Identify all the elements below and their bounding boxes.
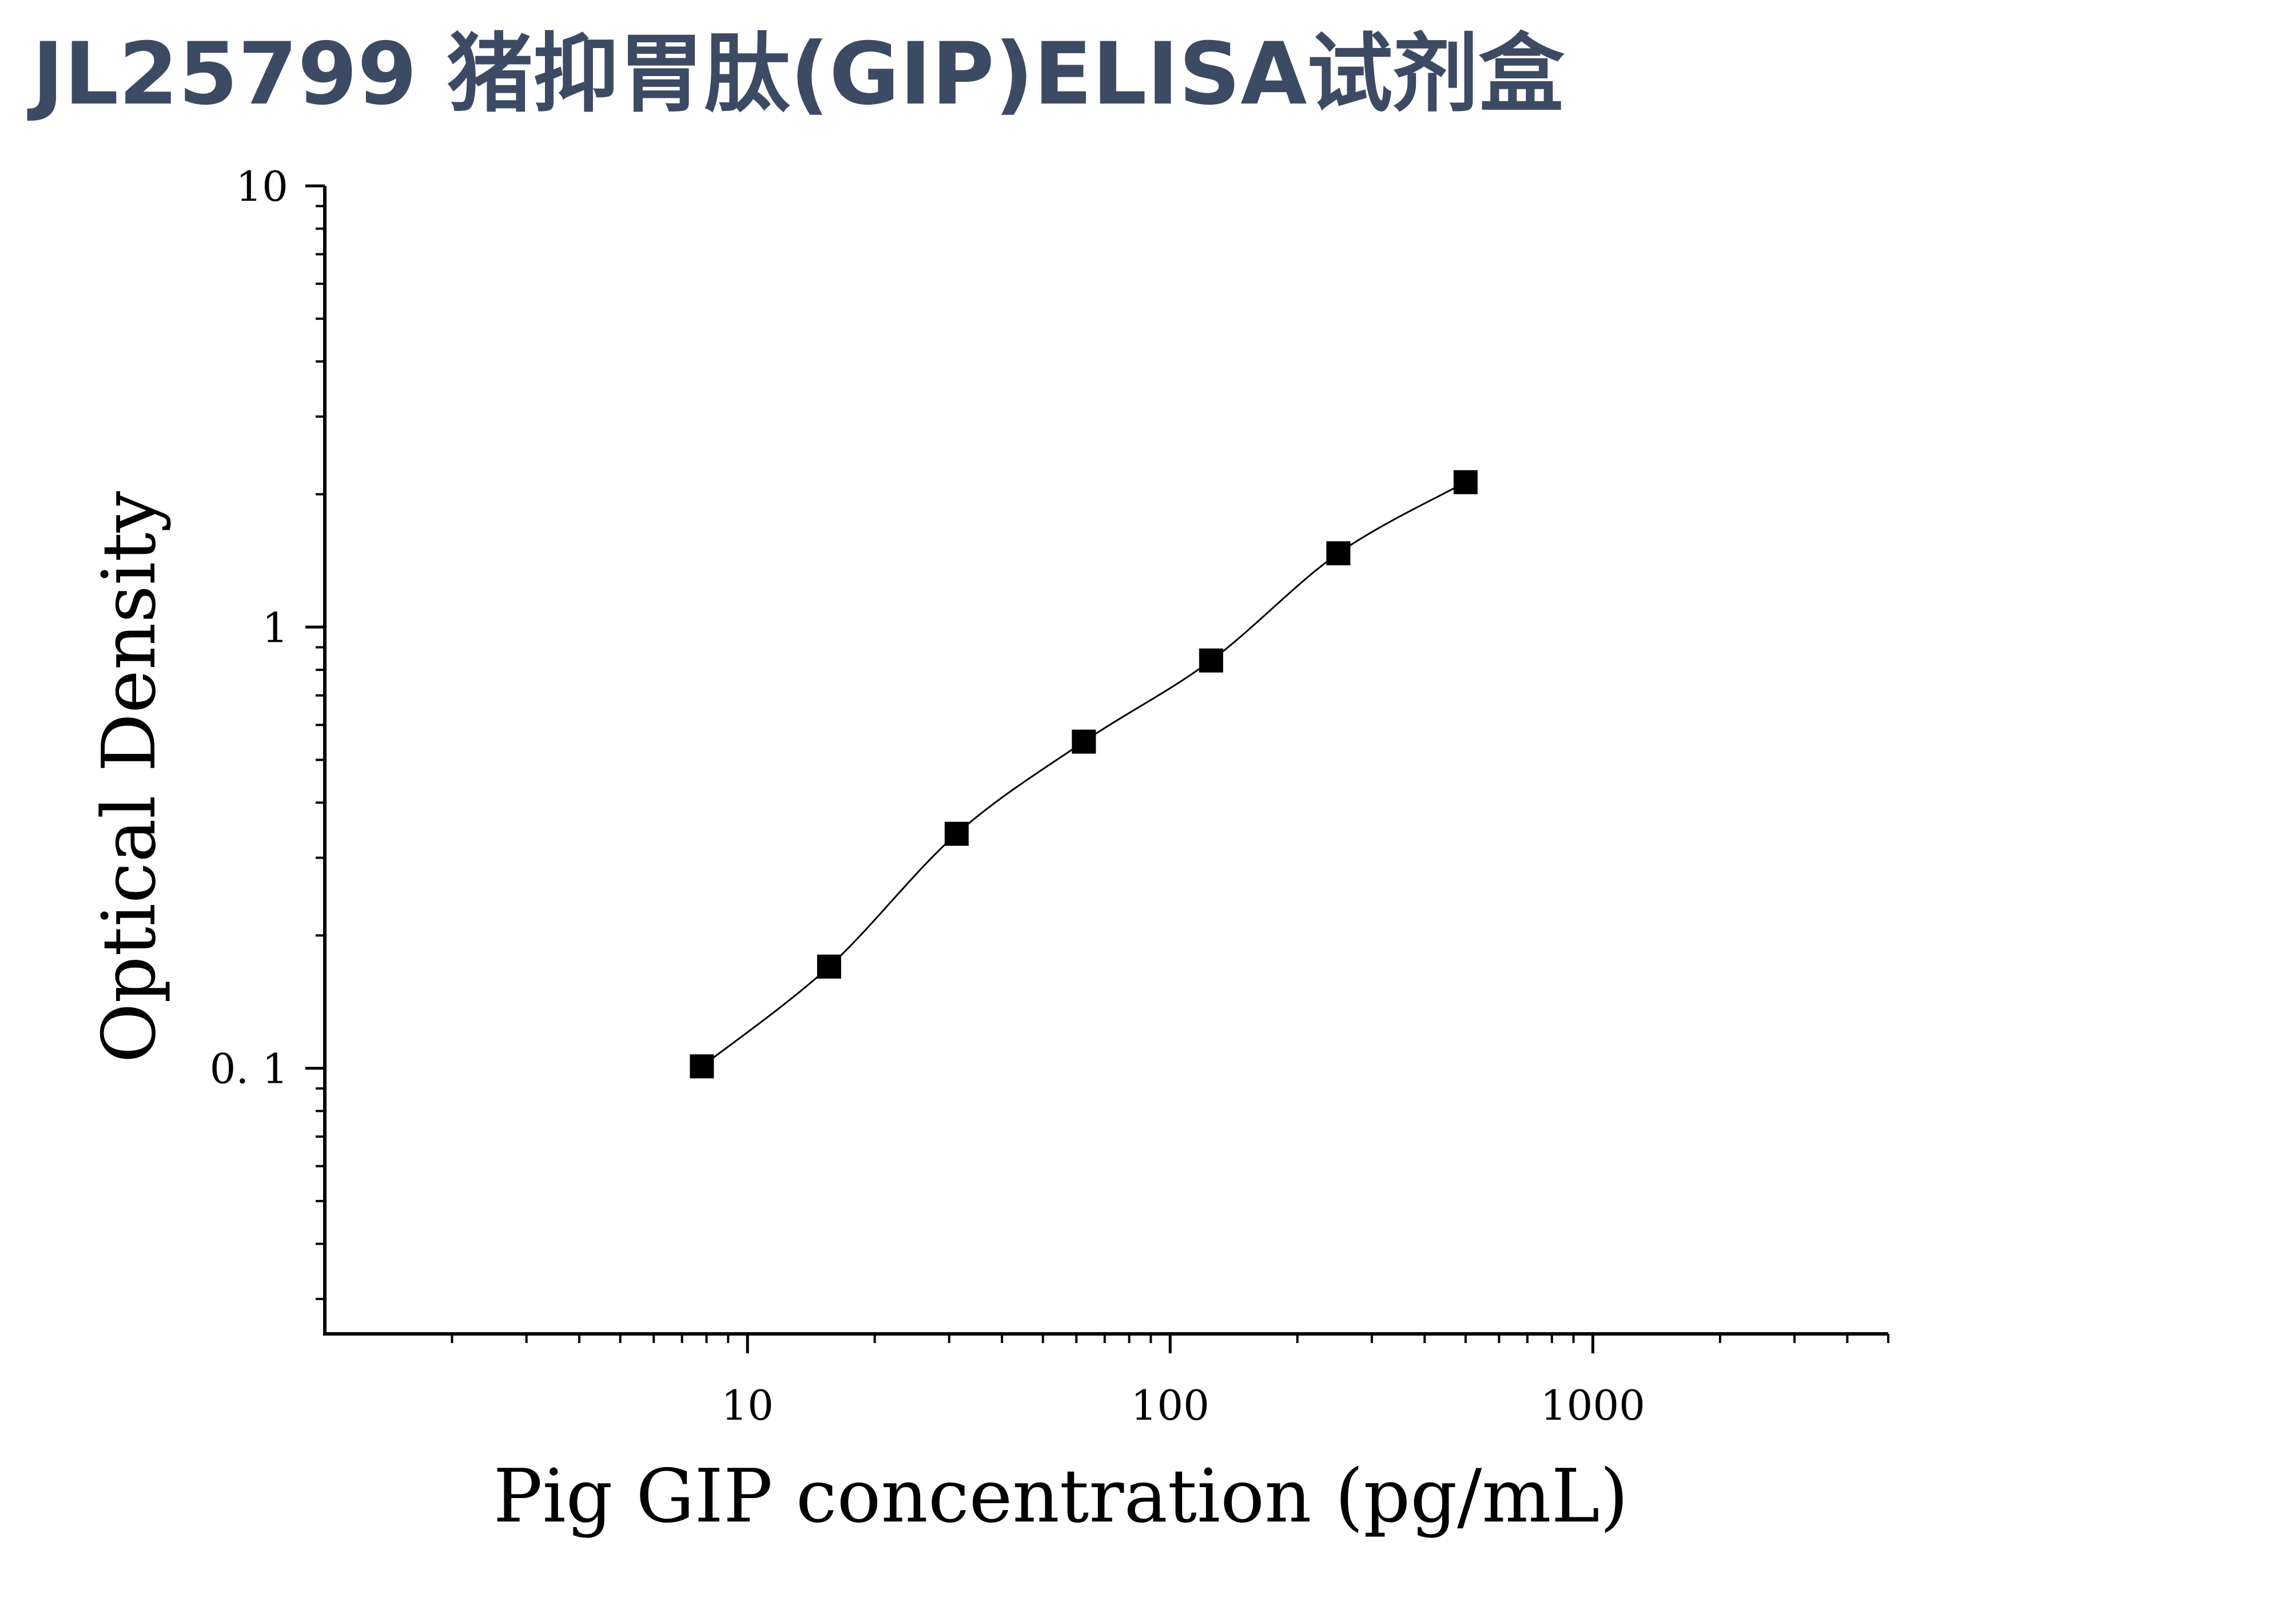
x-tick-label: 10 xyxy=(721,1381,774,1429)
y-axis-label: Optical Density xyxy=(87,491,172,1063)
data-point xyxy=(817,954,841,979)
data-point xyxy=(1453,470,1478,495)
data-point xyxy=(1199,648,1223,673)
x-axis-label: Pig GIP concentration (pg/mL) xyxy=(493,1454,1628,1539)
data-point xyxy=(1326,541,1351,566)
x-tick-label: 1000 xyxy=(1541,1381,1645,1429)
x-tick-label: 100 xyxy=(1131,1381,1209,1429)
y-tick-label: 10 xyxy=(236,162,288,210)
y-tick-label: 1 xyxy=(262,603,288,651)
data-point xyxy=(690,1054,714,1079)
data-point xyxy=(1072,729,1096,754)
fit-curve xyxy=(701,481,1466,1067)
data-point xyxy=(944,821,969,846)
axes: 10 100 1000 0. 1 1 10 xyxy=(210,162,1889,1429)
chart-title: JL25799 猪抑胃肽(GIP)ELISA试剂盒 xyxy=(32,25,1565,124)
axis-labels: Pig GIP concentration (pg/mL) Optical De… xyxy=(87,491,1629,1539)
data-points xyxy=(690,470,1478,1079)
y-tick-label: 0. 1 xyxy=(210,1045,288,1093)
